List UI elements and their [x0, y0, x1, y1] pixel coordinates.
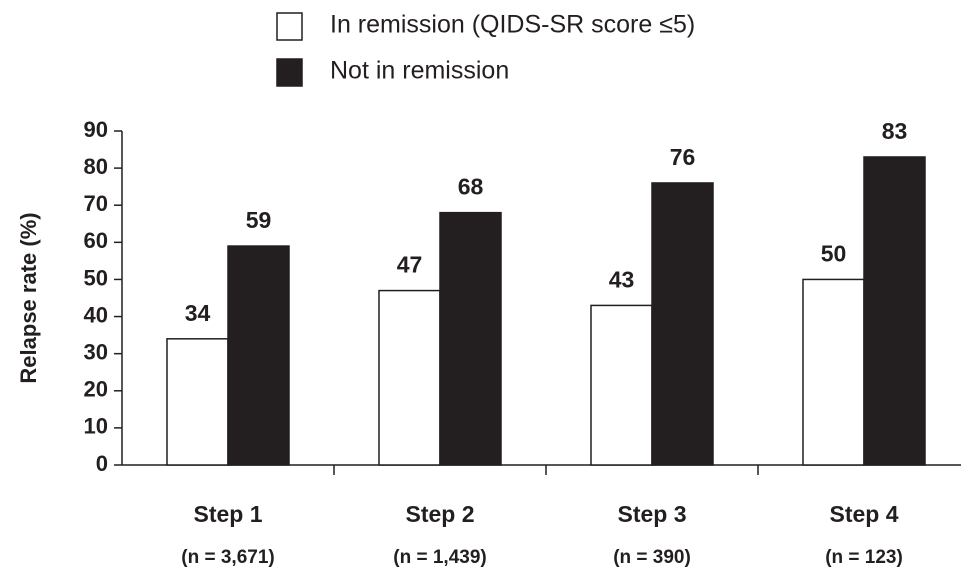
- legend-swatch: [276, 58, 303, 87]
- value-label: 83: [882, 118, 908, 144]
- x-tick-sublabel: (n = 1,439): [393, 547, 486, 568]
- y-tick-label: 90: [84, 117, 108, 142]
- y-tick-label: 40: [84, 302, 108, 327]
- y-tick-label: 60: [84, 228, 108, 253]
- y-tick-label: 20: [84, 377, 108, 402]
- bar: [166, 338, 229, 466]
- legend-label: Not in remission: [330, 57, 509, 85]
- bar: [227, 245, 290, 466]
- x-tick-sublabel: (n = 390): [613, 547, 691, 568]
- value-label: 59: [246, 207, 272, 233]
- y-tick-label: 10: [84, 414, 108, 439]
- y-tick-label: 80: [84, 154, 108, 179]
- legend-label: In remission (QIDS-SR score ≤5): [330, 11, 695, 39]
- y-tick-label: 30: [84, 339, 108, 364]
- value-label: 34: [185, 300, 211, 326]
- y-tick-label: 0: [96, 451, 108, 476]
- value-label: 43: [609, 267, 635, 293]
- x-tick-label: Step 4: [829, 501, 898, 527]
- bar: [651, 182, 714, 466]
- x-tick-sublabel: (n = 3,671): [181, 547, 274, 568]
- x-tick-label: Step 2: [405, 501, 474, 527]
- y-axis-title: Relapse rate (%): [16, 212, 41, 383]
- x-tick-label: Step 3: [617, 501, 686, 527]
- value-label: 50: [821, 241, 847, 267]
- legend-swatch: [276, 12, 303, 41]
- value-label: 68: [458, 174, 484, 200]
- bar: [802, 278, 865, 466]
- value-label: 76: [670, 144, 696, 170]
- y-tick-label: 70: [84, 191, 108, 216]
- x-tick-label: Step 1: [193, 501, 262, 527]
- bar: [863, 156, 926, 466]
- bar: [378, 289, 441, 466]
- value-label: 47: [397, 252, 423, 278]
- x-tick-sublabel: (n = 123): [825, 547, 903, 568]
- y-tick-label: 50: [84, 265, 108, 290]
- bar: [439, 211, 502, 466]
- bar: [590, 304, 653, 466]
